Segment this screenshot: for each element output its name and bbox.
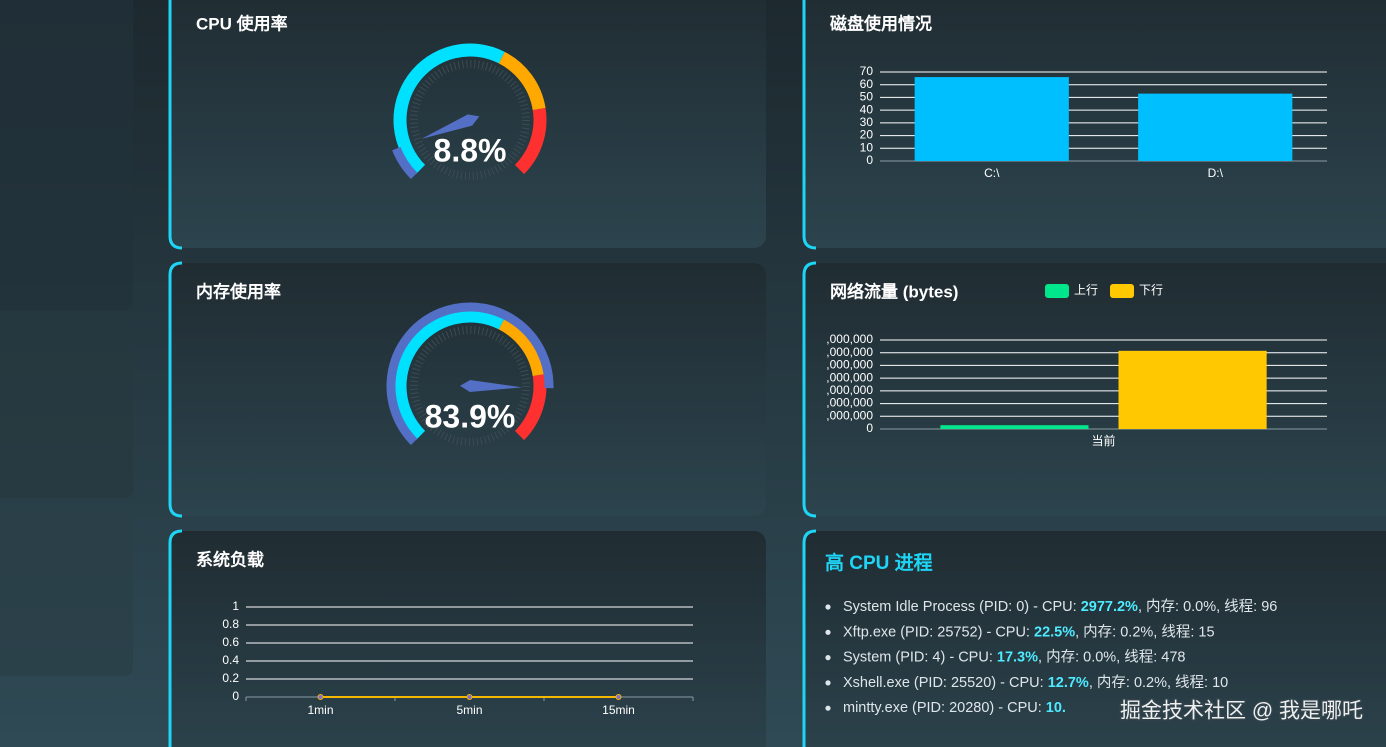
legend-label: 下行 (1139, 283, 1163, 297)
bullet (825, 705, 831, 711)
x-tick-label: 15min (602, 703, 635, 717)
panel-accent (168, 529, 183, 747)
y-tick-label: 40 (860, 102, 874, 116)
gauge-face (410, 60, 530, 180)
y-tick-label: 10 (860, 140, 874, 154)
process-item: mintty.exe (PID: 20280) - CPU: 10. (843, 700, 1066, 716)
process-cpu: 12.7% (1048, 675, 1089, 691)
bar (940, 425, 1089, 429)
panel-accent (802, 529, 817, 747)
x-tick-label: C:\ (984, 166, 1000, 180)
y-tick-label: ,000,000 (826, 332, 873, 346)
panel (804, 531, 1386, 747)
panel-accent (802, 0, 817, 250)
panel (170, 531, 766, 747)
legend-swatch (1045, 284, 1069, 298)
process-text: Xshell.exe (PID: 25520) - CPU: (843, 675, 1048, 691)
y-tick-label: 0.6 (222, 635, 239, 649)
y-tick-label: 0 (232, 689, 239, 703)
process-text: , 内存: 0.0%, 线程: 96 (1138, 598, 1277, 615)
bullet (825, 629, 831, 635)
panel-accent (168, 0, 183, 250)
gauge-value: 83.9% (425, 398, 516, 434)
point (317, 694, 324, 700)
y-tick-label: 0.4 (222, 653, 239, 667)
watermark: 掘金技术社区 @ 我是哪吒 (1120, 700, 1363, 723)
point (466, 694, 473, 700)
x-tick-label: 1min (307, 703, 333, 717)
gauge-needle (421, 114, 480, 139)
process-text: , 内存: 0.2%, 线程: 10 (1089, 674, 1228, 691)
gauge-band (393, 309, 505, 441)
y-tick-label: 20 (860, 128, 874, 142)
y-tick-label: ,000,000 (826, 358, 873, 372)
process-cpu: 22.5% (1034, 624, 1075, 640)
gauge-band (514, 374, 547, 441)
panel-accent (168, 261, 183, 518)
gauge-band (514, 108, 547, 175)
side-panel (0, 322, 133, 498)
y-tick-label: ,000,000 (826, 396, 873, 410)
chart-title: 系统负载 (196, 549, 264, 569)
panels (168, 0, 1386, 747)
bar (1138, 93, 1293, 161)
process-text: mintty.exe (PID: 20280) - CPU: (843, 700, 1046, 716)
y-tick-label: ,000,000 (826, 345, 873, 359)
process-item: System (PID: 4) - CPU: 17.3%, 内存: 0.0%, … (843, 648, 1186, 665)
y-tick-label: ,000,000 (826, 370, 873, 384)
panel (804, 263, 1386, 516)
chart-title: 磁盘使用情况 (830, 13, 932, 33)
process-cpu: 17.3% (997, 649, 1038, 665)
process-text: System (PID: 4) - CPU: (843, 649, 997, 665)
gauge-value: 8.8% (434, 132, 507, 168)
bar (1118, 350, 1267, 429)
process-text: System Idle Process (PID: 0) - CPU: (843, 599, 1081, 615)
y-tick-label: 70 (860, 64, 874, 78)
bullet (825, 655, 831, 661)
legend-label: 上行 (1074, 283, 1098, 297)
y-tick-label: 1 (232, 599, 239, 613)
process-title: 高 CPU 进程 (825, 551, 933, 574)
process-text: , 内存: 0.2%, 线程: 15 (1075, 623, 1214, 640)
x-tick-label: D:\ (1208, 166, 1224, 180)
process-item: Xftp.exe (PID: 25752) - CPU: 22.5%, 内存: … (843, 623, 1215, 640)
process-cpu: 10. (1046, 700, 1066, 716)
chart-title: CPU 使用率 (196, 13, 288, 33)
y-tick-label: 50 (860, 90, 874, 104)
panel-accent (802, 261, 817, 518)
legend-swatch (1110, 284, 1134, 298)
y-tick-label: 0.8 (222, 617, 239, 631)
bullet (825, 680, 831, 686)
chart-title: 内存使用率 (196, 281, 281, 301)
gauge-progress (392, 146, 418, 180)
process-item: System Idle Process (PID: 0) - CPU: 2977… (843, 598, 1277, 615)
gauge-band (498, 317, 546, 377)
gauge-band (393, 43, 505, 175)
gauge-needle (460, 380, 522, 392)
process-text: , 内存: 0.0%, 线程: 478 (1038, 648, 1185, 665)
y-tick-label: 30 (860, 115, 874, 129)
bullet (825, 604, 831, 610)
process-item: Xshell.exe (PID: 25520) - CPU: 12.7%, 内存… (843, 674, 1228, 691)
x-tick-label: 5min (456, 703, 482, 717)
gauge-band (498, 51, 546, 111)
y-tick-label: 60 (860, 77, 874, 91)
side-panel (0, 0, 133, 310)
gauge-face (410, 326, 530, 446)
y-tick-label: ,000,000 (826, 383, 873, 397)
gauge-progress (386, 302, 554, 446)
process-text: Xftp.exe (PID: 25752) - CPU: (843, 624, 1034, 640)
bar (914, 77, 1069, 161)
process-cpu: 2977.2% (1081, 599, 1138, 615)
chart-title: 网络流量 (bytes) (830, 281, 958, 301)
y-tick-label: 0.2 (222, 671, 239, 685)
y-tick-label: 0 (866, 421, 873, 435)
y-tick-label: ,000,000 (826, 408, 873, 422)
point (615, 694, 622, 700)
side-panel (0, 510, 133, 676)
x-tick-label: 当前 (1091, 433, 1115, 448)
panel (804, 0, 1386, 248)
y-tick-label: 0 (866, 153, 873, 167)
